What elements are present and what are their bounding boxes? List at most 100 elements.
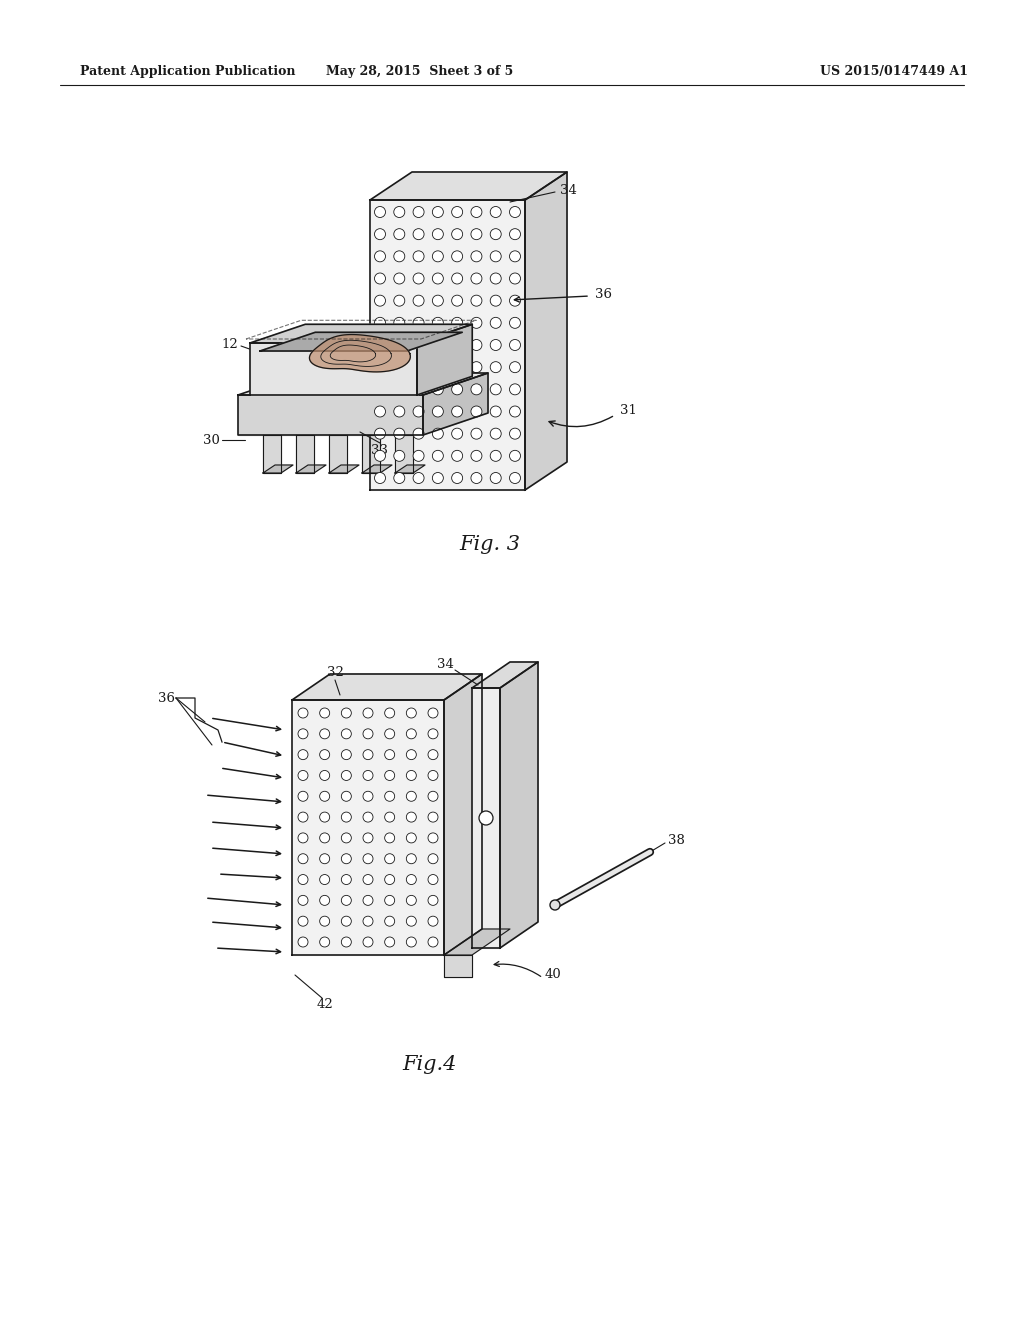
Circle shape	[413, 362, 424, 372]
Circle shape	[428, 937, 438, 946]
Circle shape	[428, 833, 438, 843]
Circle shape	[432, 473, 443, 483]
Circle shape	[298, 771, 308, 780]
Circle shape	[550, 900, 560, 909]
Circle shape	[362, 708, 373, 718]
Polygon shape	[263, 436, 281, 473]
Circle shape	[407, 937, 417, 946]
Circle shape	[385, 771, 394, 780]
Polygon shape	[395, 436, 413, 473]
Polygon shape	[292, 675, 482, 700]
Circle shape	[298, 875, 308, 884]
Circle shape	[394, 428, 404, 440]
Circle shape	[510, 362, 520, 372]
Text: 38: 38	[668, 833, 685, 846]
Circle shape	[452, 407, 463, 417]
Circle shape	[452, 228, 463, 240]
Circle shape	[490, 251, 501, 261]
Polygon shape	[250, 325, 472, 343]
Circle shape	[319, 875, 330, 884]
Circle shape	[413, 339, 424, 351]
Circle shape	[375, 428, 385, 440]
Circle shape	[298, 916, 308, 927]
Text: May 28, 2015  Sheet 3 of 5: May 28, 2015 Sheet 3 of 5	[327, 66, 514, 78]
Circle shape	[319, 812, 330, 822]
Text: 34: 34	[560, 183, 577, 197]
Circle shape	[510, 384, 520, 395]
Circle shape	[341, 750, 351, 759]
Text: 31: 31	[620, 404, 637, 417]
Text: 12: 12	[221, 338, 238, 351]
Circle shape	[319, 791, 330, 801]
Circle shape	[471, 407, 482, 417]
Circle shape	[452, 296, 463, 306]
Circle shape	[471, 296, 482, 306]
Circle shape	[341, 875, 351, 884]
Circle shape	[452, 339, 463, 351]
Text: Patent Application Publication: Patent Application Publication	[80, 66, 296, 78]
Text: 42: 42	[316, 998, 334, 1011]
Circle shape	[432, 317, 443, 329]
Circle shape	[375, 206, 385, 218]
Circle shape	[385, 812, 394, 822]
Circle shape	[510, 206, 520, 218]
FancyArrowPatch shape	[549, 416, 612, 426]
Circle shape	[490, 473, 501, 483]
Circle shape	[413, 428, 424, 440]
Circle shape	[490, 428, 501, 440]
Circle shape	[428, 916, 438, 927]
Circle shape	[428, 854, 438, 863]
Circle shape	[375, 384, 385, 395]
Circle shape	[298, 708, 308, 718]
Polygon shape	[423, 374, 488, 436]
Circle shape	[452, 251, 463, 261]
Circle shape	[490, 407, 501, 417]
Circle shape	[362, 895, 373, 906]
Circle shape	[394, 450, 404, 461]
Circle shape	[471, 251, 482, 261]
Circle shape	[341, 791, 351, 801]
Circle shape	[341, 771, 351, 780]
Circle shape	[394, 407, 404, 417]
Polygon shape	[444, 929, 510, 954]
Circle shape	[413, 228, 424, 240]
Polygon shape	[444, 954, 472, 977]
Polygon shape	[238, 374, 488, 395]
Circle shape	[375, 251, 385, 261]
Circle shape	[490, 317, 501, 329]
Circle shape	[432, 384, 443, 395]
Polygon shape	[500, 663, 538, 948]
Polygon shape	[444, 675, 482, 954]
Circle shape	[362, 750, 373, 759]
Circle shape	[385, 791, 394, 801]
Polygon shape	[296, 436, 314, 473]
Circle shape	[452, 273, 463, 284]
Circle shape	[510, 228, 520, 240]
Circle shape	[394, 251, 404, 261]
Circle shape	[490, 228, 501, 240]
Circle shape	[432, 206, 443, 218]
Circle shape	[413, 384, 424, 395]
Circle shape	[385, 854, 394, 863]
Circle shape	[375, 450, 385, 461]
Text: 33: 33	[372, 444, 388, 457]
Circle shape	[452, 450, 463, 461]
Circle shape	[319, 833, 330, 843]
Polygon shape	[472, 663, 538, 688]
Polygon shape	[250, 343, 417, 395]
Polygon shape	[292, 700, 444, 954]
Circle shape	[428, 771, 438, 780]
Circle shape	[428, 791, 438, 801]
Circle shape	[298, 833, 308, 843]
Circle shape	[341, 708, 351, 718]
Circle shape	[432, 407, 443, 417]
Text: 32: 32	[327, 665, 343, 678]
Circle shape	[413, 473, 424, 483]
Circle shape	[362, 833, 373, 843]
Circle shape	[490, 339, 501, 351]
Circle shape	[471, 384, 482, 395]
Circle shape	[471, 362, 482, 372]
Circle shape	[428, 812, 438, 822]
FancyArrowPatch shape	[495, 961, 541, 977]
Circle shape	[375, 273, 385, 284]
